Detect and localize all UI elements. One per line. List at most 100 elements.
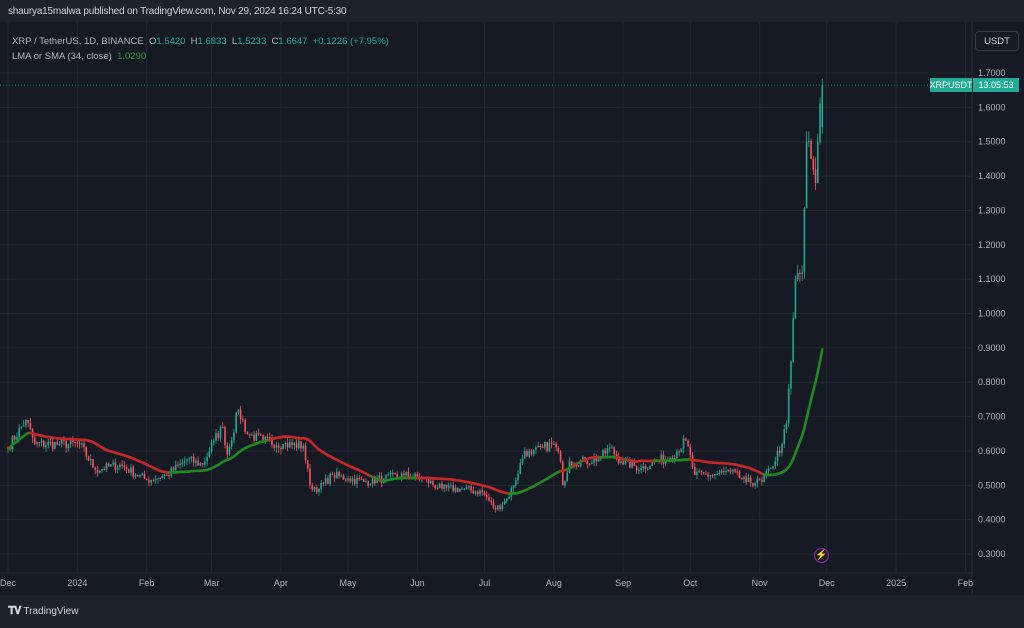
price-tick-label: 0.8000 [978, 377, 1006, 387]
candle-body [550, 442, 553, 444]
candle-body [251, 434, 253, 436]
candle-body [74, 442, 76, 444]
candle-body [450, 485, 452, 487]
price-tick-label: 1.3000 [978, 205, 1006, 215]
candle-body [546, 442, 548, 452]
ma-label[interactable]: LMA or SMA (34, close) [12, 51, 112, 62]
candle-body [76, 442, 79, 444]
candle-body [711, 475, 714, 477]
candle-body [34, 437, 36, 445]
candle-body [387, 474, 390, 476]
candle-body [224, 426, 226, 446]
candle-body [644, 466, 647, 470]
candle-body [441, 483, 443, 489]
candle-body [45, 445, 47, 447]
time-tick-label: Dec [819, 578, 836, 588]
candle-body [808, 140, 810, 142]
candle-body [698, 470, 701, 472]
candle-body [271, 438, 273, 445]
candle-body [747, 477, 750, 482]
candle-body [676, 451, 678, 458]
time-tick-label: Aug [546, 578, 562, 588]
high-label: H [190, 36, 198, 47]
symbol-title[interactable]: XRP / TetherUS, 1D, BINANCE [12, 36, 144, 47]
candle-body [586, 461, 589, 464]
candle-body [738, 471, 741, 479]
time-tick-label: Jun [410, 578, 425, 588]
candle-body [353, 478, 356, 484]
tv-logo-icon: 𝐓𝐕 [8, 605, 21, 617]
candle-body [239, 409, 242, 420]
candle-body [219, 426, 222, 439]
candle-body [324, 478, 327, 483]
candle-body [259, 434, 262, 436]
time-tick-label: Nov [752, 578, 769, 588]
candle-body [459, 488, 461, 492]
candle-body [204, 461, 206, 465]
candle-body [51, 441, 54, 449]
candle-body [136, 474, 139, 477]
candle-body [705, 473, 707, 475]
candle-body [530, 450, 533, 455]
ma-value: 1.0290 [117, 51, 147, 62]
candle-body [606, 448, 609, 454]
candle-body [206, 456, 208, 462]
candle-body [112, 462, 114, 465]
candle-body [268, 437, 271, 439]
candle-body [264, 436, 267, 441]
candle-body [593, 457, 595, 463]
candle-body [11, 436, 14, 450]
candle-body [752, 483, 754, 486]
candle-body [358, 478, 361, 480]
candle-body [72, 439, 74, 443]
candle-body [541, 447, 544, 449]
candle-body [479, 490, 481, 495]
sma-line-segment [816, 359, 822, 374]
price-chart[interactable]: 1.7000 1.6000 1.5000 1.4000 1.3000 1.2000 1.10… [0, 0, 1024, 595]
candle-body [141, 473, 144, 475]
candle-body [570, 461, 573, 466]
candle-body [389, 472, 392, 475]
candle-body [143, 473, 146, 479]
candle-body [523, 450, 526, 459]
low-value: 1.5233 [237, 36, 267, 47]
candle-body [485, 494, 488, 498]
candle-body [295, 443, 298, 449]
candle-body [378, 475, 381, 478]
candle-body [65, 440, 67, 449]
candle-body [517, 474, 519, 481]
candle-body [121, 464, 123, 466]
candle-body [499, 505, 501, 509]
candle-body [215, 433, 217, 441]
candle-body [302, 445, 305, 449]
candle-body [483, 492, 486, 495]
price-tick-label: 0.5000 [978, 480, 1006, 490]
sma-line-segment [814, 370, 820, 384]
candle-body [588, 463, 591, 465]
candle-body [725, 471, 727, 473]
time-tick-label: Feb [139, 578, 155, 588]
currency-button[interactable]: USDT [975, 31, 1019, 51]
candle-body [311, 485, 314, 490]
candle-body [434, 484, 437, 488]
candle-body [508, 496, 510, 500]
candle-body [351, 478, 354, 482]
low-label: L [231, 36, 238, 47]
chart-area[interactable] [0, 22, 1024, 595]
candle-body [660, 454, 663, 461]
candle-body [597, 458, 600, 462]
tradingview-logo[interactable]: 𝐓𝐕 TradingView [8, 605, 78, 618]
candle-body [761, 480, 763, 482]
candle-body [161, 475, 164, 479]
candle-body [376, 477, 378, 484]
candle-body [778, 450, 781, 454]
candle-body [577, 465, 580, 467]
lightning-icon[interactable]: ⚡ [814, 548, 829, 563]
candle-body [246, 431, 249, 434]
candle-body [29, 423, 32, 430]
candle-body [528, 450, 531, 457]
candle-body [56, 442, 59, 445]
candle-body [582, 456, 584, 461]
candle-body [237, 409, 240, 413]
candle-body [745, 476, 748, 482]
